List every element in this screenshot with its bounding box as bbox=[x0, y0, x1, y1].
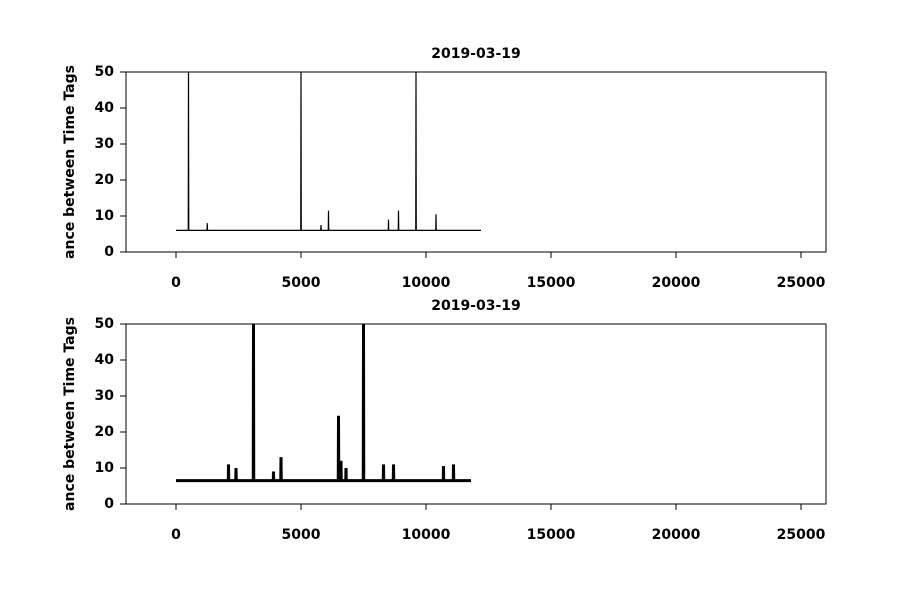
x-tick-label: 15000 bbox=[527, 275, 576, 291]
y-tick-label: 40 bbox=[95, 100, 115, 116]
y-tick-label: 50 bbox=[95, 316, 115, 332]
x-tick-label: 5000 bbox=[282, 527, 321, 543]
chart-title: 2019-03-19 bbox=[431, 298, 521, 314]
y-axis-label: ance between Time Tags bbox=[62, 65, 78, 259]
subplot: 2019-03-19 ance between Time Tags 0 10 20 30 4… bbox=[62, 298, 827, 543]
y-tick-label: 0 bbox=[104, 244, 114, 260]
y-tick-label: 10 bbox=[95, 460, 115, 476]
x-tick-label: 25000 bbox=[777, 527, 826, 543]
data-line bbox=[176, 324, 471, 483]
y-tick-label: 0 bbox=[104, 496, 114, 512]
y-tick-label: 30 bbox=[95, 136, 115, 152]
y-tick-label: 50 bbox=[95, 64, 115, 80]
plot-area bbox=[176, 324, 471, 483]
plot-frame bbox=[125, 71, 827, 253]
y-tick-label: 40 bbox=[95, 352, 115, 368]
y-tick-label: 10 bbox=[95, 208, 115, 224]
x-tick-label: 15000 bbox=[527, 527, 576, 543]
chart-title: 2019-03-19 bbox=[431, 46, 521, 62]
y-tick-label: 20 bbox=[95, 424, 115, 440]
x-tick-label: 25000 bbox=[777, 275, 826, 291]
y-tick-label: 20 bbox=[95, 172, 115, 188]
x-tick-label: 10000 bbox=[402, 275, 451, 291]
x-tick-label: 0 bbox=[171, 527, 181, 543]
x-tick-label: 10000 bbox=[402, 527, 451, 543]
y-axis-label: ance between Time Tags bbox=[62, 317, 78, 511]
subplot: 2019-03-19 ance between Time Tags 0 10 20 30 4… bbox=[62, 46, 827, 291]
x-tick-label: 20000 bbox=[652, 275, 701, 291]
plot-area bbox=[176, 72, 481, 231]
plot-frame bbox=[125, 323, 827, 505]
x-tick-label: 0 bbox=[171, 275, 181, 291]
x-tick-label: 5000 bbox=[282, 275, 321, 291]
data-line bbox=[176, 72, 481, 231]
y-tick-label: 30 bbox=[95, 388, 115, 404]
x-tick-label: 20000 bbox=[652, 527, 701, 543]
